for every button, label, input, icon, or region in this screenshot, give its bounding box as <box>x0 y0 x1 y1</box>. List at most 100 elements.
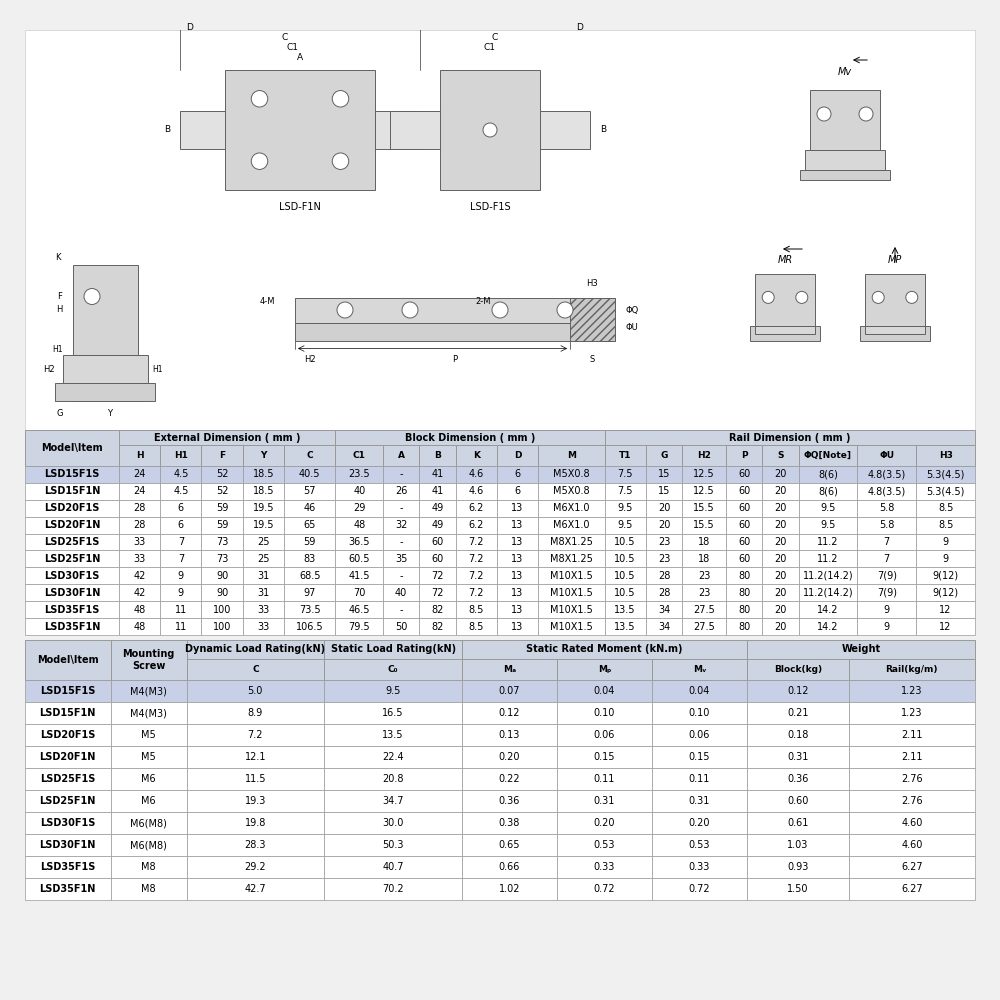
Bar <box>110 640 186 680</box>
Bar <box>186 856 324 878</box>
Bar <box>160 601 201 618</box>
Text: 7.2: 7.2 <box>468 554 484 564</box>
Bar <box>916 584 975 601</box>
Bar <box>916 483 975 500</box>
Text: 13: 13 <box>511 554 524 564</box>
Text: -: - <box>399 571 403 581</box>
Text: 7.5: 7.5 <box>617 469 633 479</box>
Bar <box>857 517 916 534</box>
Text: 97: 97 <box>304 588 316 598</box>
Text: LSD30F1S: LSD30F1S <box>44 571 100 581</box>
Text: K: K <box>473 451 480 460</box>
Circle shape <box>402 302 418 318</box>
Text: 82: 82 <box>431 605 444 615</box>
Text: LSD15F1N: LSD15F1N <box>44 486 100 496</box>
Bar <box>682 483 726 500</box>
Bar <box>462 746 557 768</box>
Bar <box>799 517 857 534</box>
Bar <box>799 445 857 466</box>
Text: 7.2: 7.2 <box>468 571 484 581</box>
Circle shape <box>872 291 884 303</box>
Bar <box>284 466 335 483</box>
Bar <box>25 430 119 466</box>
Text: 40.7: 40.7 <box>382 862 404 872</box>
Bar <box>456 567 497 584</box>
Text: 11.5: 11.5 <box>245 774 266 784</box>
Text: 6.27: 6.27 <box>901 884 923 894</box>
Text: 7.2: 7.2 <box>248 730 263 740</box>
Text: 60: 60 <box>738 503 750 513</box>
Text: 41: 41 <box>431 486 444 496</box>
Text: 29: 29 <box>353 503 365 513</box>
Text: 10.5: 10.5 <box>614 537 636 547</box>
Text: LSD20F1N: LSD20F1N <box>44 520 100 530</box>
Bar <box>652 746 747 768</box>
Text: LSD15F1S: LSD15F1S <box>44 469 100 479</box>
Text: LSD35F1S: LSD35F1S <box>40 862 95 872</box>
Bar <box>747 878 849 900</box>
Text: M6(M8): M6(M8) <box>130 818 167 828</box>
Text: LSD20F1S: LSD20F1S <box>44 503 100 513</box>
Bar <box>419 601 456 618</box>
Bar <box>160 534 201 550</box>
Bar <box>295 322 615 340</box>
Text: 11.2: 11.2 <box>817 554 839 564</box>
Text: 15.5: 15.5 <box>693 503 715 513</box>
Text: C: C <box>306 451 313 460</box>
Text: 9.5: 9.5 <box>820 520 836 530</box>
Bar <box>119 618 160 635</box>
Text: 7(9): 7(9) <box>877 571 897 581</box>
Bar <box>755 274 815 326</box>
Text: 8(6): 8(6) <box>818 486 838 496</box>
Bar <box>119 466 160 483</box>
Bar <box>557 812 652 834</box>
Text: 7: 7 <box>884 554 890 564</box>
Bar <box>243 550 284 567</box>
Text: 12.5: 12.5 <box>693 469 715 479</box>
Bar <box>186 746 324 768</box>
Text: External Dimension ( mm ): External Dimension ( mm ) <box>154 433 300 443</box>
Bar <box>652 768 747 790</box>
Bar <box>243 584 284 601</box>
Bar <box>25 584 119 601</box>
Bar <box>390 111 590 149</box>
Bar <box>849 746 975 768</box>
Text: 19.5: 19.5 <box>253 520 274 530</box>
Bar <box>324 659 462 680</box>
Text: 0.53: 0.53 <box>689 840 710 850</box>
Text: 0.93: 0.93 <box>787 862 809 872</box>
Bar <box>646 618 682 635</box>
Text: 9.5: 9.5 <box>385 686 401 696</box>
Bar <box>284 584 335 601</box>
Text: 20: 20 <box>774 571 787 581</box>
Bar <box>605 534 646 550</box>
Bar <box>186 878 324 900</box>
Bar <box>682 567 726 584</box>
Bar <box>25 790 110 812</box>
Bar <box>916 517 975 534</box>
Text: ΦU: ΦU <box>625 323 638 332</box>
Bar <box>682 500 726 517</box>
Text: 0.36: 0.36 <box>499 796 520 806</box>
Circle shape <box>906 291 918 303</box>
Text: 34.7: 34.7 <box>382 796 404 806</box>
Text: Block Dimension ( mm ): Block Dimension ( mm ) <box>405 433 535 443</box>
Text: 28.3: 28.3 <box>245 840 266 850</box>
Bar <box>799 584 857 601</box>
Text: 15: 15 <box>658 469 670 479</box>
Text: 6.2: 6.2 <box>469 520 484 530</box>
Text: 28: 28 <box>658 588 670 598</box>
Text: 29.2: 29.2 <box>245 862 266 872</box>
Text: MP: MP <box>888 255 902 265</box>
Bar <box>419 567 456 584</box>
Bar <box>762 601 799 618</box>
Bar <box>538 534 605 550</box>
Bar <box>497 550 538 567</box>
Text: 60: 60 <box>431 537 444 547</box>
Bar <box>160 483 201 500</box>
Text: 90: 90 <box>216 571 228 581</box>
Text: 19.5: 19.5 <box>253 503 274 513</box>
Bar <box>284 534 335 550</box>
Text: 2.76: 2.76 <box>901 774 923 784</box>
Text: 9.5: 9.5 <box>820 503 836 513</box>
